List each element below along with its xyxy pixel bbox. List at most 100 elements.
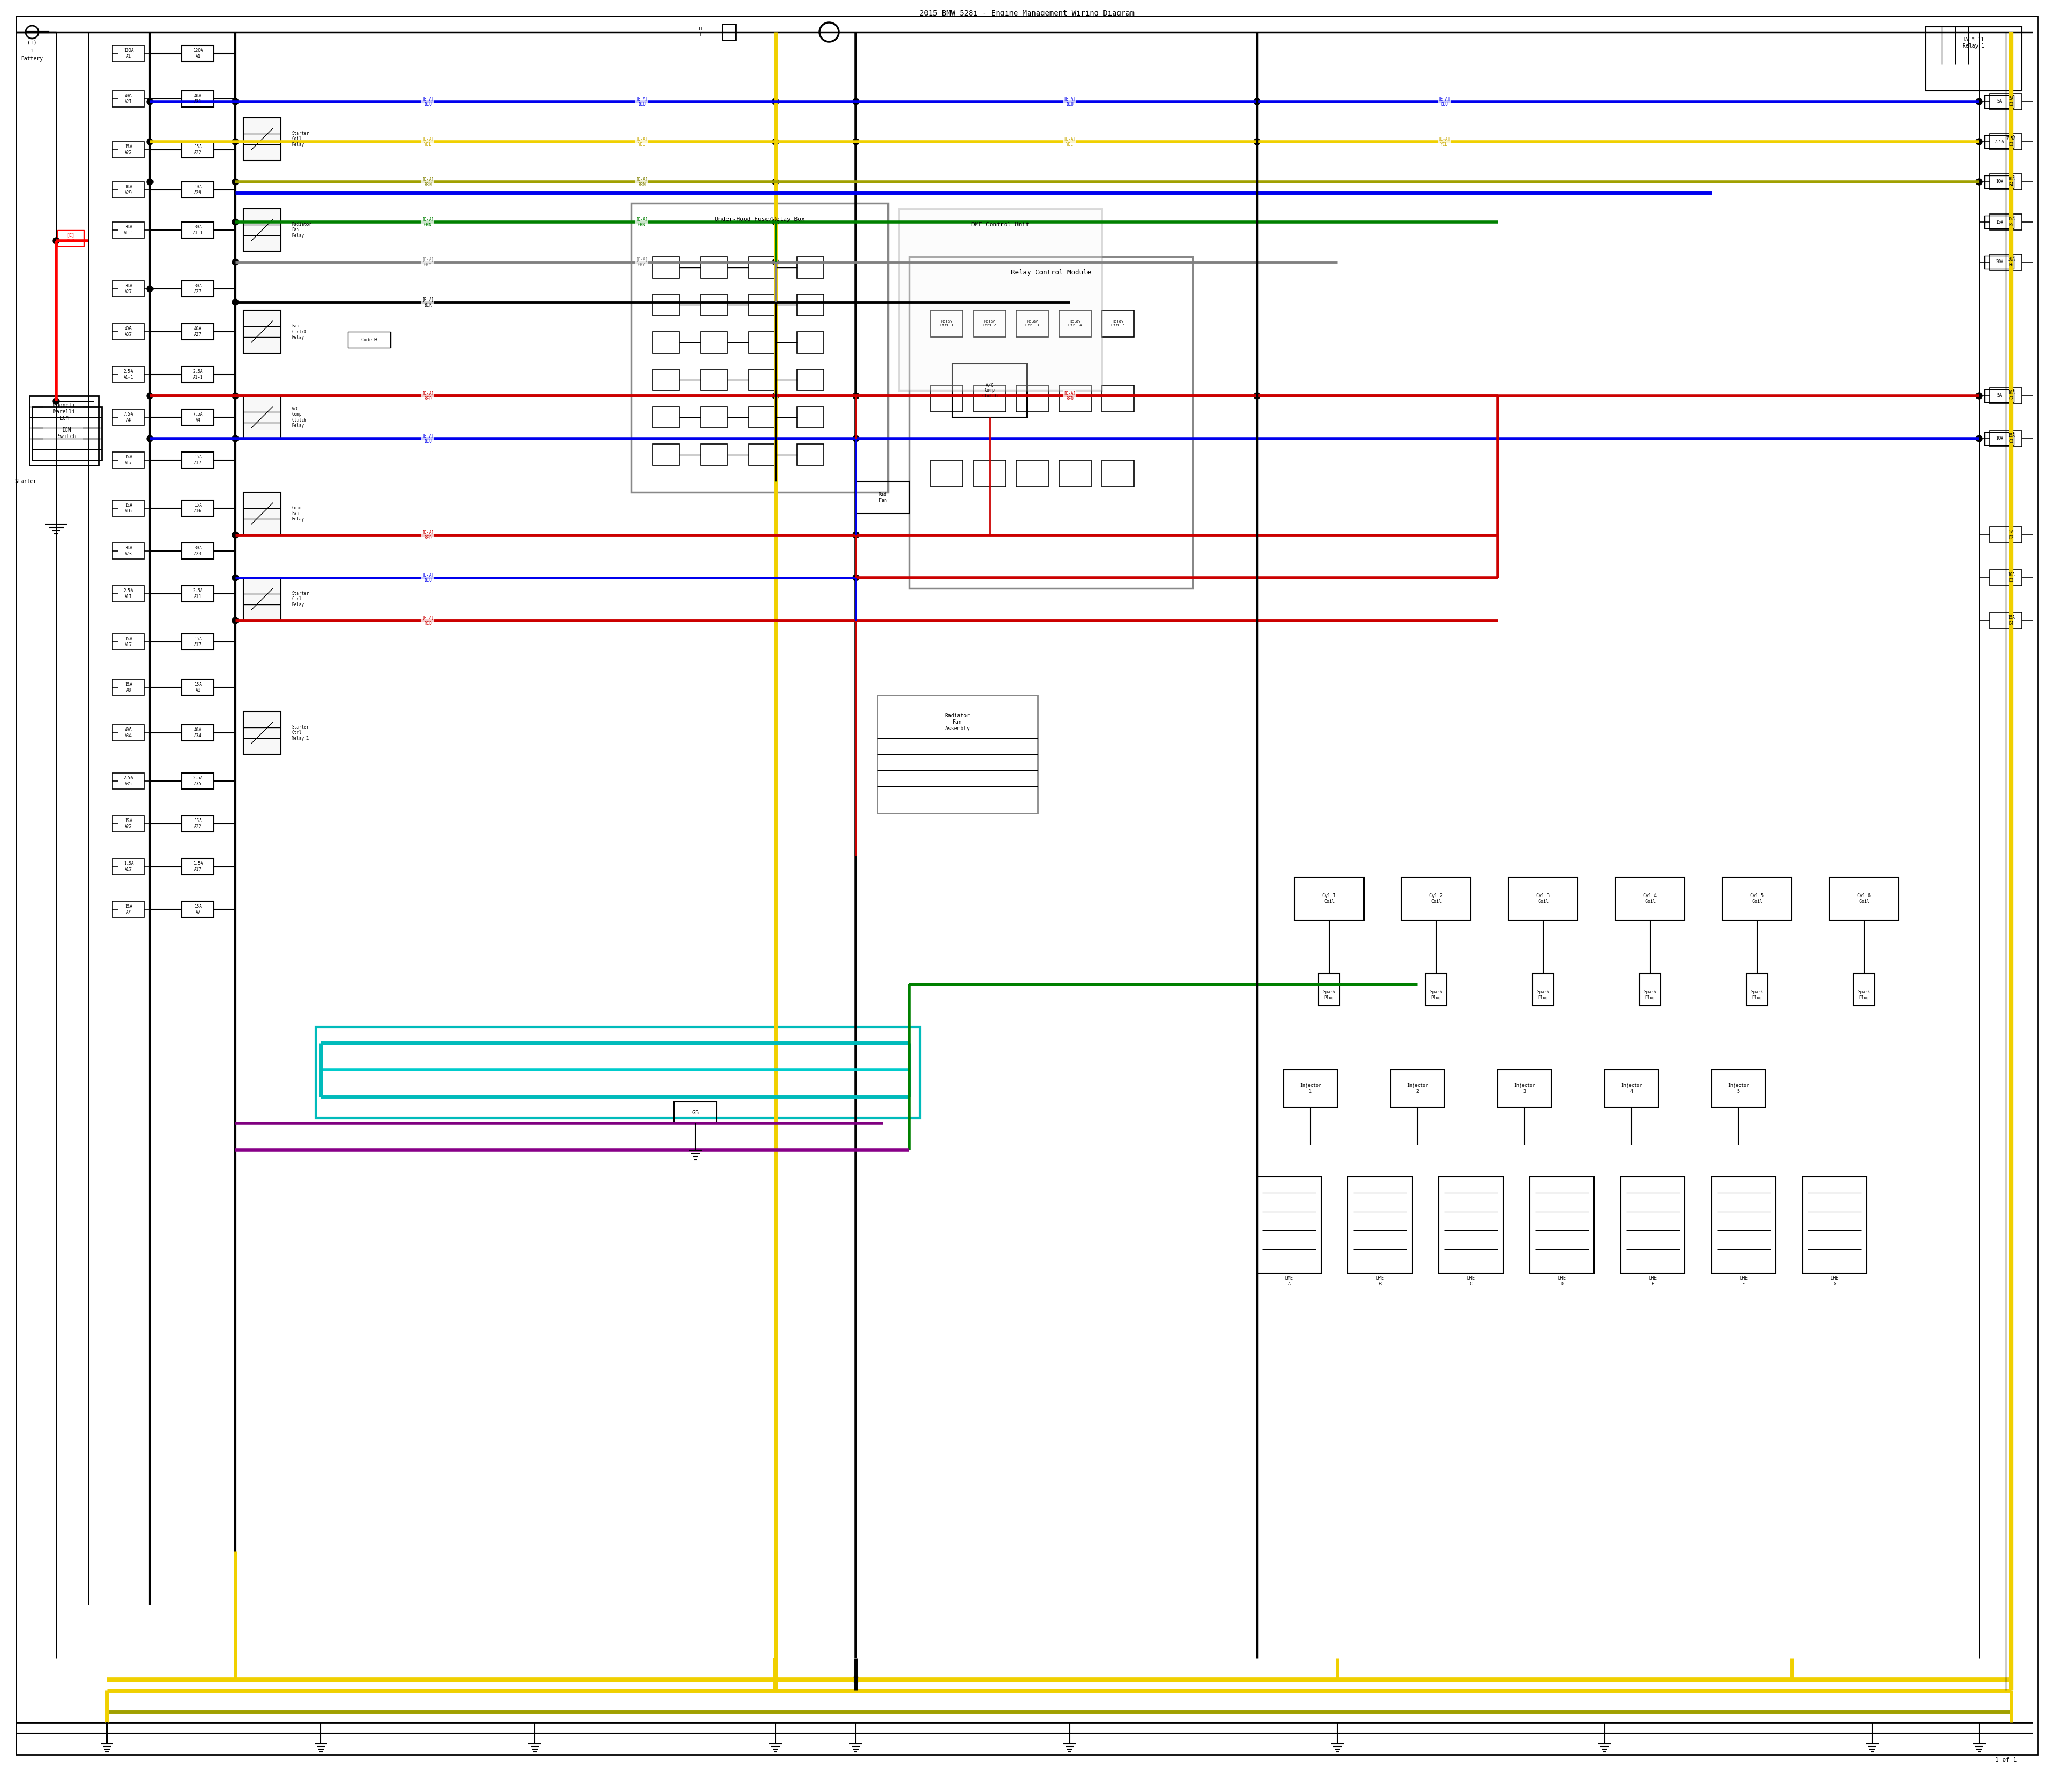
Text: DME
A: DME A <box>1286 1276 1294 1287</box>
Bar <box>113 142 144 158</box>
Text: 2.5A
A11: 2.5A A11 <box>193 588 203 599</box>
Circle shape <box>232 435 238 443</box>
Text: Battery: Battery <box>21 56 43 61</box>
Text: 10A
A29: 10A A29 <box>125 185 131 195</box>
Bar <box>857 482 910 514</box>
Bar <box>1990 134 2021 151</box>
Bar <box>974 385 1006 412</box>
Bar <box>1017 310 1048 337</box>
Text: 5A
D2: 5A D2 <box>2009 530 2013 539</box>
Text: 2.5A
A1-1: 2.5A A1-1 <box>193 369 203 380</box>
Bar <box>1990 174 2021 190</box>
Text: DME Control Unit: DME Control Unit <box>972 222 1029 228</box>
Text: [E-A]
YEL: [E-A] YEL <box>1064 136 1076 147</box>
Text: [E-A]
GRN: [E-A] GRN <box>635 217 649 228</box>
Text: 15A
A16: 15A A16 <box>125 504 131 513</box>
Bar <box>1984 256 2013 269</box>
Bar <box>1723 878 1791 919</box>
Text: Injector
4: Injector 4 <box>1621 1084 1641 1093</box>
Text: Spark
Plug: Spark Plug <box>1536 989 1549 1000</box>
Circle shape <box>772 219 778 226</box>
Text: 30A
A27: 30A A27 <box>125 283 131 294</box>
Text: A/C
Comp
Clutch
Relay: A/C Comp Clutch Relay <box>292 407 306 428</box>
Text: Spark
Plug: Spark Plug <box>1430 989 1442 1000</box>
Text: Relay
Ctrl 2: Relay Ctrl 2 <box>982 321 996 328</box>
Bar <box>653 256 680 278</box>
Text: 15A
A22: 15A A22 <box>195 145 201 154</box>
Text: [E-A]
YEL: [E-A] YEL <box>1438 136 1450 147</box>
Bar <box>183 500 214 516</box>
Text: [E-A]
GRY: [E-A] GRY <box>421 256 433 267</box>
Bar <box>183 222 214 238</box>
Bar <box>183 858 214 874</box>
Bar <box>29 396 99 466</box>
Bar <box>58 229 84 246</box>
Circle shape <box>852 435 859 443</box>
Circle shape <box>146 99 152 106</box>
Text: 15A
A7: 15A A7 <box>125 905 131 914</box>
Text: Starter
Ctrl
Relay 1: Starter Ctrl Relay 1 <box>292 726 308 740</box>
Bar <box>183 452 214 468</box>
Bar <box>900 208 1101 391</box>
Bar <box>113 45 144 61</box>
Bar <box>242 396 281 439</box>
Text: Relay
Ctrl 3: Relay Ctrl 3 <box>1025 321 1039 328</box>
Bar <box>1927 27 2021 91</box>
Text: [E-A]
YEL: [E-A] YEL <box>635 136 649 147</box>
Bar <box>183 543 214 559</box>
Text: 40A
A37: 40A A37 <box>195 326 201 337</box>
Text: [E-A]
BLU: [E-A] BLU <box>635 97 649 108</box>
Bar <box>750 294 776 315</box>
Bar <box>183 91 214 108</box>
Circle shape <box>232 575 238 581</box>
Bar <box>1984 432 2013 444</box>
Text: 30A
A27: 30A A27 <box>195 283 201 294</box>
Bar <box>183 772 214 788</box>
Text: [E-A]
RED: [E-A] RED <box>421 391 433 401</box>
Bar <box>1614 878 1684 919</box>
Bar <box>797 294 824 315</box>
Bar <box>1440 1177 1504 1272</box>
Bar <box>700 332 727 353</box>
Bar <box>1347 1177 1413 1272</box>
Bar <box>1257 1177 1321 1272</box>
Text: [E-A]
BLU: [E-A] BLU <box>421 434 433 444</box>
Text: 30A
A23: 30A A23 <box>195 547 201 556</box>
Bar <box>1984 389 2013 401</box>
Text: 5A: 5A <box>1996 99 2003 104</box>
Text: [E-A]
RED: [E-A] RED <box>421 615 433 625</box>
Text: Cyl 1
Coil: Cyl 1 Coil <box>1323 894 1335 903</box>
Circle shape <box>1253 392 1261 400</box>
Text: 40A
A37: 40A A37 <box>125 326 131 337</box>
Text: DME
G: DME G <box>1830 1276 1838 1287</box>
Bar <box>113 724 144 740</box>
Bar <box>700 294 727 315</box>
Bar <box>1391 1070 1444 1107</box>
Bar <box>113 91 144 108</box>
Bar <box>183 815 214 831</box>
Text: Spark
Plug: Spark Plug <box>1323 989 1335 1000</box>
Text: 20A
B6: 20A B6 <box>2007 256 2015 267</box>
Bar <box>930 461 963 487</box>
Text: 10A: 10A <box>1996 179 2003 185</box>
Bar <box>347 332 390 348</box>
Bar <box>653 332 680 353</box>
Bar <box>1990 93 2021 109</box>
Text: 1.5A
A17: 1.5A A17 <box>123 862 134 871</box>
Bar <box>113 901 144 918</box>
Text: Relay Control Module: Relay Control Module <box>1011 269 1091 276</box>
Bar <box>183 324 214 340</box>
Bar <box>242 577 281 620</box>
Bar <box>183 142 214 158</box>
Circle shape <box>1976 435 1982 443</box>
Circle shape <box>146 285 152 292</box>
Text: 120A
A1: 120A A1 <box>123 48 134 59</box>
Bar <box>974 461 1006 487</box>
Circle shape <box>232 138 238 145</box>
Text: 40A
A21: 40A A21 <box>125 93 131 104</box>
Bar <box>1294 878 1364 919</box>
Circle shape <box>772 1677 778 1683</box>
Bar <box>316 1027 920 1118</box>
Text: Spark
Plug: Spark Plug <box>1750 989 1762 1000</box>
Bar <box>797 444 824 466</box>
